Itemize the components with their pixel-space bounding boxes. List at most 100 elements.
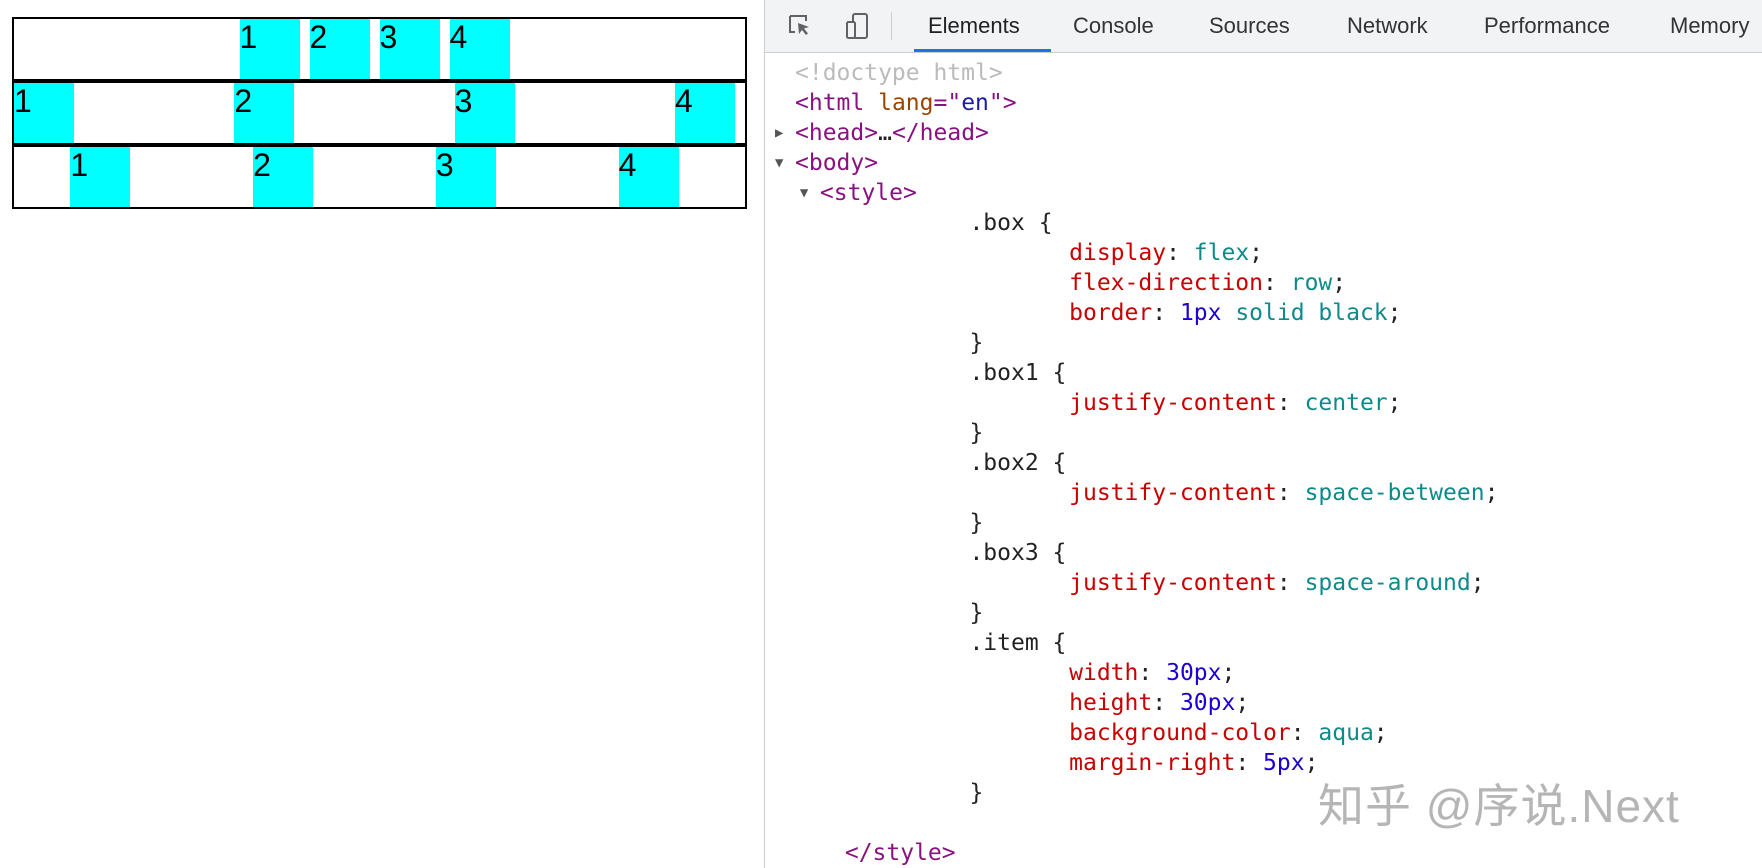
code-token: ; bbox=[1221, 660, 1236, 686]
code-token: ; bbox=[1470, 570, 1485, 596]
tab-sources[interactable]: Sources bbox=[1209, 13, 1290, 38]
dom-tree-line[interactable]: } bbox=[765, 328, 1498, 358]
dom-tree-line[interactable]: justify-content: space-around; bbox=[765, 568, 1498, 598]
flex-item: 3 bbox=[454, 83, 515, 143]
code-token: <html bbox=[795, 90, 879, 116]
tab-performance[interactable]: Performance bbox=[1484, 13, 1610, 38]
code-token: } bbox=[969, 600, 984, 626]
dom-tree-line[interactable]: <!doctype html> bbox=[765, 58, 1498, 88]
code-token: row bbox=[1290, 270, 1333, 296]
code-token: : bbox=[1152, 300, 1180, 326]
dom-tree-line[interactable]: margin-right: 5px; bbox=[765, 748, 1498, 778]
code-token: ; bbox=[1484, 480, 1499, 506]
dom-tree-line[interactable]: </style> bbox=[765, 838, 1498, 868]
dom-tree-line[interactable]: } bbox=[765, 778, 1498, 808]
devtools-panel: Elements Console Sources Network Performance… bbox=[764, 0, 1762, 868]
code-token: =" bbox=[933, 90, 962, 116]
code-token: <style> bbox=[819, 180, 917, 206]
code-token: <head> bbox=[795, 120, 879, 146]
code-token: : bbox=[1276, 480, 1305, 506]
code-token: center bbox=[1304, 390, 1388, 416]
dom-tree: <!doctype html> <html lang="en"> ▶ <head>…<… bbox=[765, 58, 1498, 868]
tab-memory[interactable]: Memory bbox=[1670, 13, 1750, 38]
dom-tree-line[interactable]: border: 1px solid black; bbox=[765, 298, 1498, 328]
code-token: justify-content bbox=[1069, 570, 1277, 596]
dom-tree-line[interactable]: ▼ <style> bbox=[765, 178, 1498, 208]
code-token: flex bbox=[1193, 240, 1250, 266]
code-token: height bbox=[1069, 690, 1153, 716]
dom-tree-line[interactable]: justify-content: space-between; bbox=[765, 478, 1498, 508]
dom-tree-line[interactable]: .box { bbox=[765, 208, 1498, 238]
code-token: display bbox=[1069, 240, 1167, 266]
dom-tree-line[interactable]: height: 30px; bbox=[765, 688, 1498, 718]
code-token: } bbox=[969, 330, 984, 356]
code-token: … bbox=[878, 120, 892, 146]
flex-item: 2 bbox=[253, 147, 314, 207]
dom-tree-line[interactable]: .box2 { bbox=[765, 448, 1498, 478]
code-token: 30px bbox=[1166, 660, 1222, 686]
flex-item: 1 bbox=[70, 147, 131, 207]
code-token: ; bbox=[1304, 750, 1319, 776]
expand-triangle-open-icon[interactable]: ▼ bbox=[775, 155, 784, 171]
flex-item: 2 bbox=[309, 19, 370, 79]
code-token: } bbox=[969, 780, 984, 806]
devtools-toolbar: Elements Console Sources Network Performance… bbox=[765, 0, 1762, 53]
expand-triangle-closed-icon[interactable]: ▶ bbox=[775, 125, 784, 141]
dom-tree-line[interactable]: justify-content: center; bbox=[765, 388, 1498, 418]
code-token: space-around bbox=[1304, 570, 1471, 596]
code-token: en bbox=[961, 90, 989, 116]
code-token: : bbox=[1263, 270, 1291, 296]
code-token: .item { bbox=[969, 630, 1067, 656]
code-token: lang bbox=[878, 90, 934, 116]
dom-tree-line[interactable]: flex-direction: row; bbox=[765, 268, 1498, 298]
code-token: : bbox=[1235, 750, 1264, 776]
code-token: : bbox=[1166, 240, 1194, 266]
tab-elements[interactable]: Elements bbox=[928, 13, 1020, 38]
inspect-element-icon[interactable] bbox=[787, 13, 813, 39]
code-token: <!doctype html> bbox=[795, 60, 1003, 86]
dom-tree-line[interactable]: .box3 { bbox=[765, 538, 1498, 568]
flex-item: 4 bbox=[618, 147, 679, 207]
code-token: justify-content bbox=[1069, 390, 1277, 416]
tab-console[interactable]: Console bbox=[1073, 13, 1154, 38]
dom-tree-line[interactable]: } bbox=[765, 508, 1498, 538]
code-token: ; bbox=[1235, 690, 1250, 716]
dom-tree-line[interactable]: } bbox=[765, 598, 1498, 628]
code-token: : bbox=[1138, 660, 1167, 686]
code-token: : bbox=[1276, 570, 1305, 596]
watermark: 知乎 @序说.Next bbox=[1318, 780, 1680, 832]
dom-tree-line[interactable]: <html lang="en"> bbox=[765, 88, 1498, 118]
dom-tree-line[interactable]: ▼ <body> bbox=[765, 148, 1498, 178]
code-token: 1px bbox=[1179, 300, 1222, 326]
code-token: .box2 { bbox=[969, 450, 1067, 476]
code-token: margin-right bbox=[1069, 750, 1236, 776]
code-token: .box { bbox=[969, 210, 1053, 236]
device-toolbar-icon[interactable] bbox=[845, 13, 871, 39]
code-token: 5px bbox=[1263, 750, 1305, 776]
code-token: <body> bbox=[795, 150, 879, 176]
dom-tree-line[interactable]: display: flex; bbox=[765, 238, 1498, 268]
flex-item: 2 bbox=[234, 83, 295, 143]
dom-tree-line[interactable]: .item { bbox=[765, 628, 1498, 658]
code-token: : bbox=[1152, 690, 1180, 716]
dom-tree-line[interactable]: .box1 { bbox=[765, 358, 1498, 388]
code-token: solid black bbox=[1221, 300, 1388, 326]
expand-triangle-open-icon[interactable]: ▼ bbox=[799, 185, 809, 201]
dom-tree-line[interactable]: width: 30px; bbox=[765, 658, 1498, 688]
code-token: space-between bbox=[1304, 480, 1485, 506]
code-token: "> bbox=[988, 90, 1017, 116]
code-token: : bbox=[1276, 390, 1305, 416]
dom-tree-line[interactable]: background-color: aqua; bbox=[765, 718, 1498, 748]
flex-box3: 1 2 3 4 bbox=[12, 145, 747, 209]
tab-network[interactable]: Network bbox=[1347, 13, 1428, 38]
dom-tree-line[interactable]: ▶ <head>…</head> bbox=[765, 118, 1498, 148]
code-token: ; bbox=[1332, 270, 1347, 296]
flex-item: 3 bbox=[435, 147, 496, 207]
flex-item: 1 bbox=[14, 83, 74, 143]
code-token: ; bbox=[1373, 720, 1388, 746]
flex-item: 4 bbox=[449, 19, 510, 79]
dom-tree-line[interactable]: } bbox=[765, 418, 1498, 448]
code-token: aqua bbox=[1318, 720, 1374, 746]
code-token: background-color bbox=[1069, 720, 1291, 746]
